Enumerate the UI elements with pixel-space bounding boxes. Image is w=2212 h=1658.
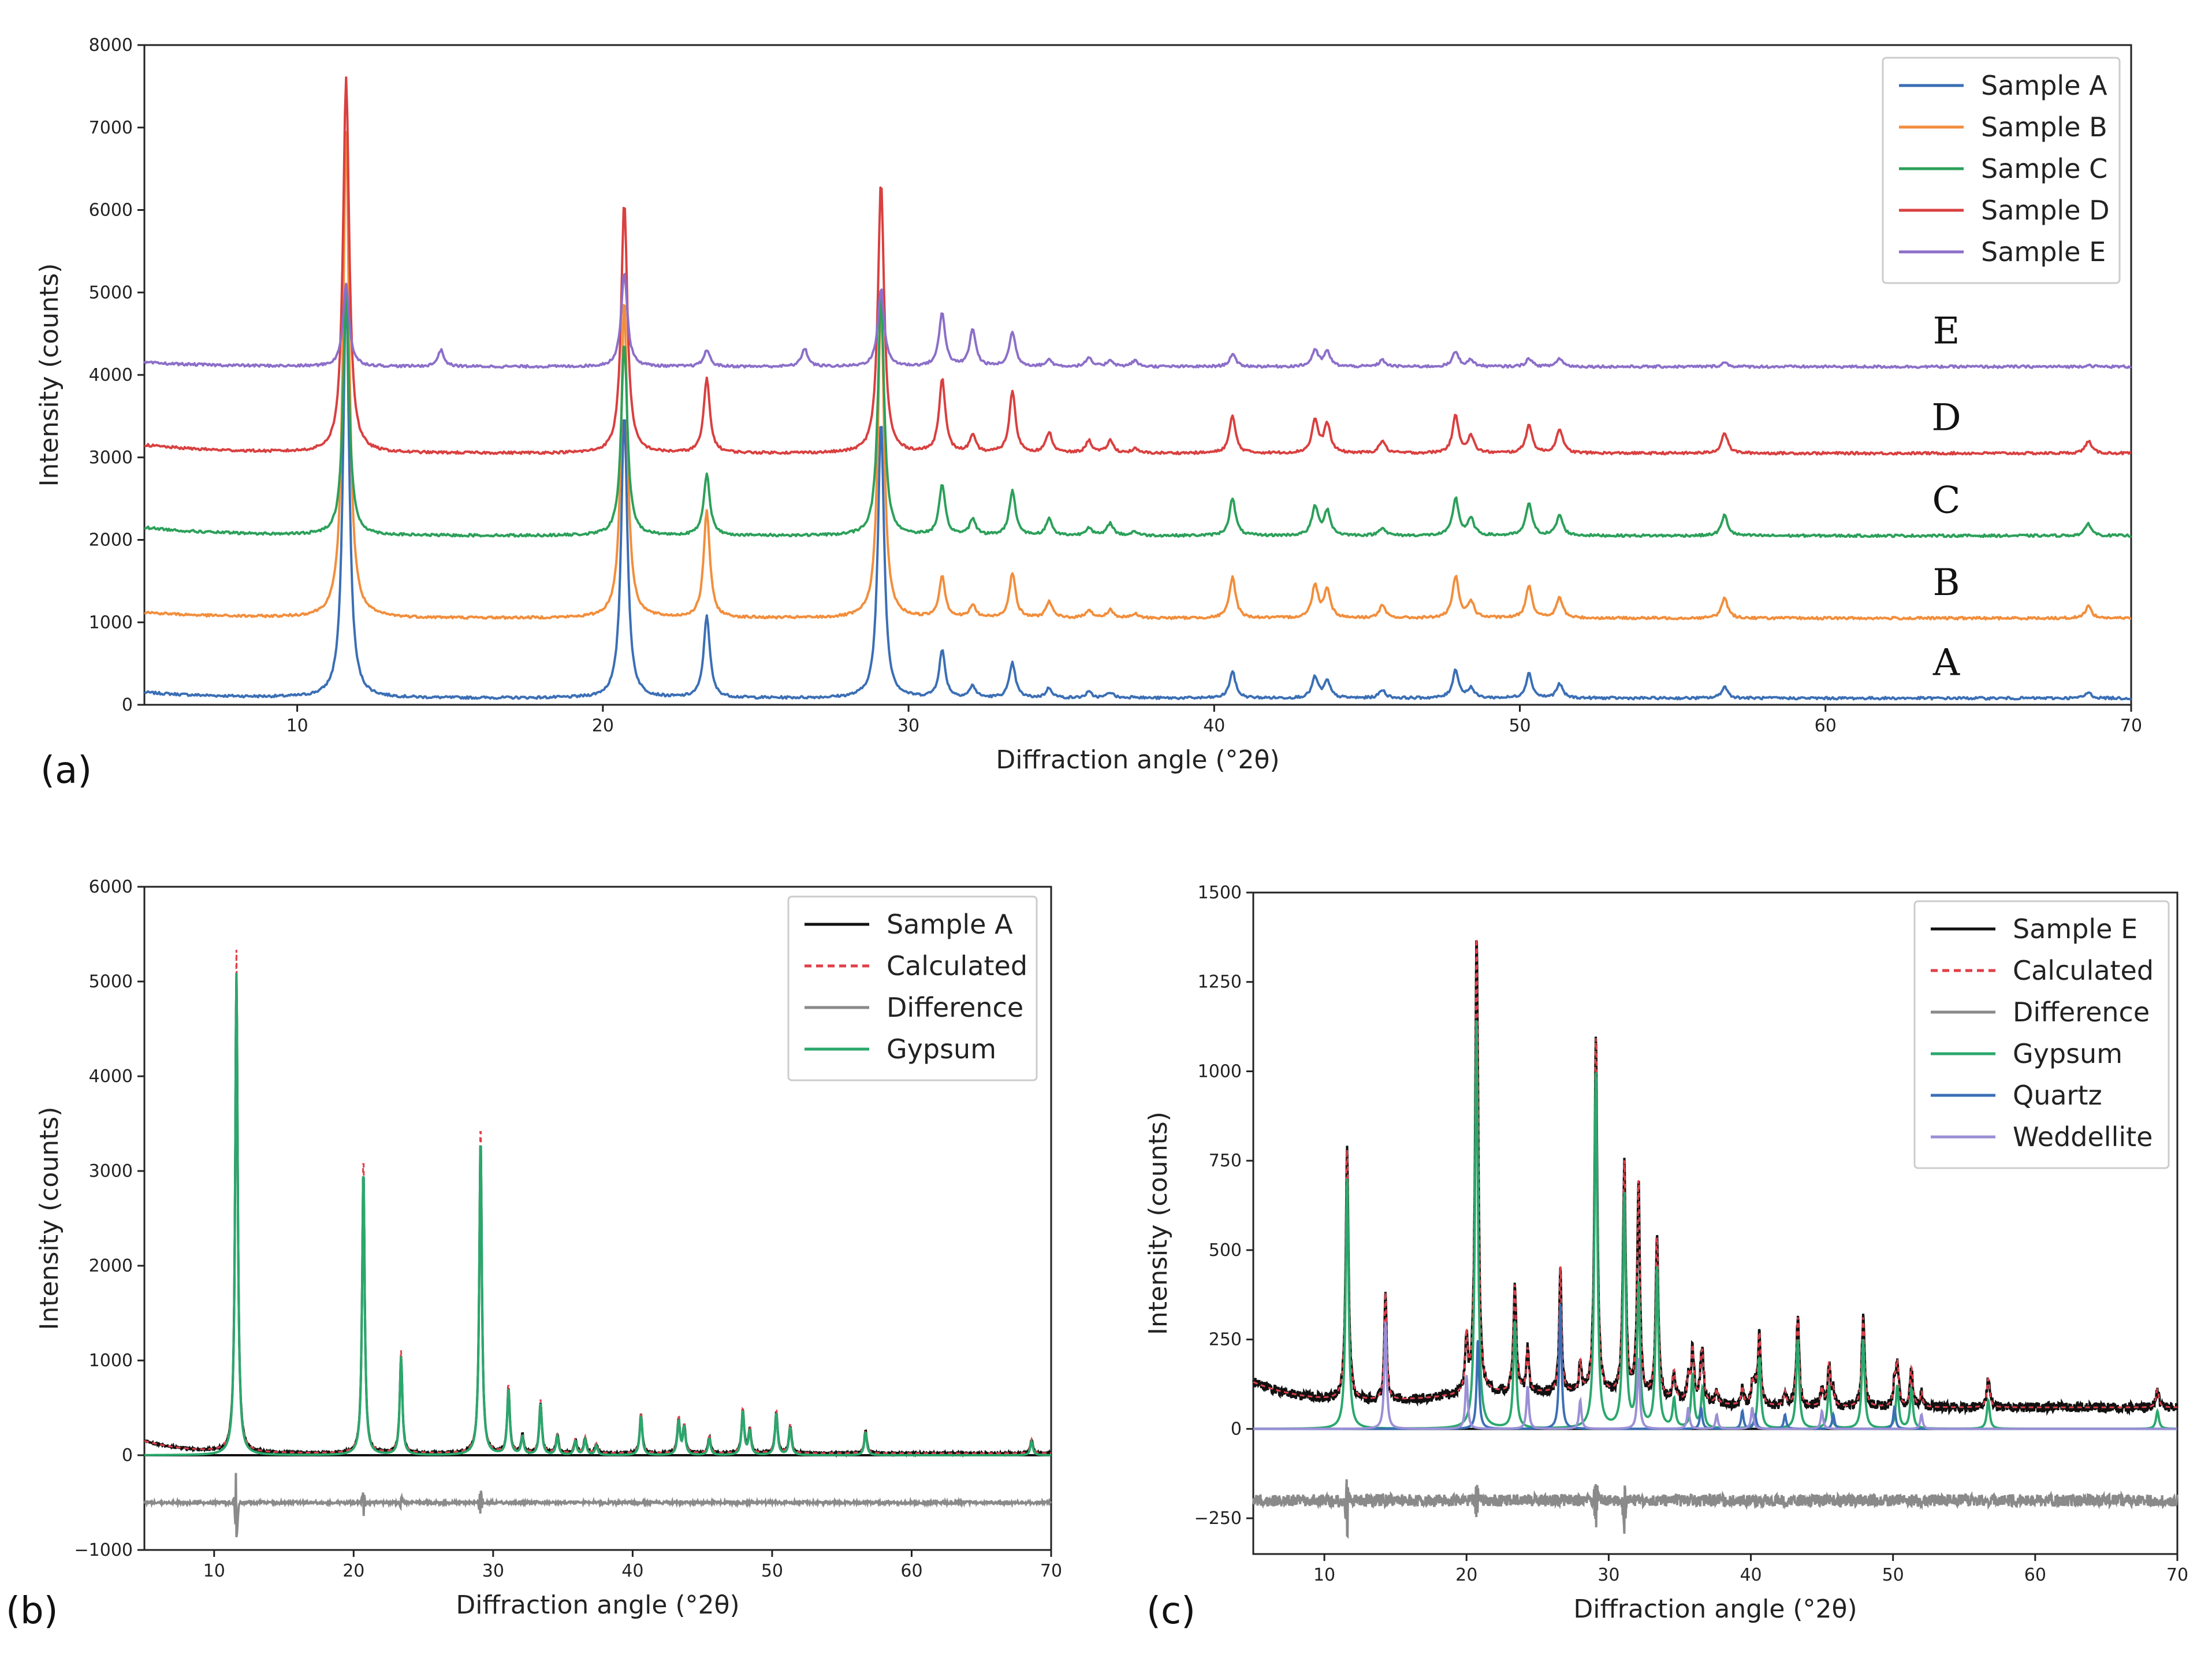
panel-c-calculated-line — [1253, 939, 2177, 1408]
panel-b-x-tick-label: 50 — [761, 1561, 783, 1581]
panel-a-y-tick-label: 0 — [122, 695, 133, 715]
panel-c-x-tick-label: 40 — [1740, 1565, 1762, 1585]
panel-a-x-tick-label: 50 — [1509, 716, 1530, 736]
panel-b-x-axis-title: Diffraction angle (°2θ) — [456, 1590, 739, 1620]
panel-a-y-tick-label: 7000 — [89, 118, 133, 138]
panel-a-y-tick-label: 2000 — [89, 530, 133, 551]
panel-c-weddellite-line — [1253, 1321, 2177, 1430]
panel-c-x-tick-label: 70 — [2166, 1565, 2188, 1585]
panel-c-observed-line — [1252, 940, 2179, 1417]
panel-b-legend-label: Sample A — [887, 909, 1013, 940]
panel-a-y-axis-title: Intensity (counts) — [35, 263, 64, 487]
panel-a-series-C — [144, 294, 2132, 538]
panel-a-trace-label-D: D — [1931, 397, 1961, 440]
panel-c-y-tick-label: 750 — [1209, 1151, 1242, 1171]
panel-a-x-tick-label: 40 — [1203, 716, 1225, 736]
panel-a-legend-label: Sample B — [1981, 111, 2107, 143]
panel-a-y-tick-label: 6000 — [89, 200, 133, 221]
panel-a-series-A — [143, 286, 2132, 701]
panel-c-legend-label: Sample E — [2013, 913, 2137, 945]
panel-b-y-tick-label: 4000 — [89, 1066, 133, 1087]
panel-c-plot-frame — [1252, 891, 2179, 1555]
panel-a-legend-label: Sample A — [1981, 70, 2107, 101]
panel-c-y-tick-label: 1500 — [1198, 883, 1242, 903]
panel-b: 10 20 30 40 50 60 70 −1000 0 1000 2000 3000 4000 5000… — [6, 877, 1062, 1633]
panel-a: 10 20 30 40 50 60 70 0 1000 2000 3000 4000 5000 6000 7… — [35, 35, 2142, 792]
panel-a-y-tick-label: 3000 — [89, 448, 133, 468]
panel-c-y-axis-title: Intensity (counts) — [1144, 1111, 1173, 1335]
panel-a-x-tick-label: 60 — [1815, 716, 1837, 736]
panel-a-y-tick-label: 8000 — [89, 35, 133, 55]
panel-c-x-tick-label: 50 — [1882, 1565, 1904, 1585]
panel-b-label: (b) — [6, 1590, 58, 1633]
panel-b-y-tick-label: −1000 — [75, 1540, 133, 1560]
panel-c-x-tick-label: 60 — [2024, 1565, 2046, 1585]
panel-b-y-tick-label: 3000 — [89, 1161, 133, 1181]
panel-b-x-tick-label: 20 — [342, 1561, 364, 1581]
panel-c-legend-box — [1913, 900, 2170, 1169]
panel-a-series-D — [144, 76, 2132, 456]
panel-a-series-B — [144, 131, 2131, 621]
panel-a-legend-box — [1882, 57, 2121, 284]
panel-a-trace-label-B: B — [1932, 562, 1960, 604]
panel-a-legend-label: Sample D — [1981, 195, 2110, 226]
panel-a-x-tick-label: 30 — [898, 716, 919, 736]
panel-b-x-tick-label: 10 — [203, 1561, 225, 1581]
panel-b-y-tick-label: 0 — [122, 1445, 133, 1466]
panel-b-difference-line — [143, 1473, 1052, 1538]
panel-c-legend-label: Gypsum — [2013, 1038, 2122, 1069]
panel-b-x-tick-label: 30 — [482, 1561, 504, 1581]
panel-a-trace-label-A: A — [1932, 642, 1960, 685]
panel-b-x-tick-label: 40 — [621, 1561, 643, 1581]
panel-c-legend-label: Difference — [2013, 997, 2150, 1028]
panel-a-label: (a) — [40, 749, 92, 792]
panel-b-legend-label: Difference — [887, 992, 1023, 1023]
panel-a-plot-frame — [143, 44, 2132, 706]
panel-c-y-tick-label: 0 — [1231, 1419, 1242, 1439]
panel-c-difference-line — [1252, 1479, 2179, 1539]
panel-c-x-tick-label: 10 — [1313, 1565, 1335, 1585]
panel-b-legend-label: Gypsum — [887, 1034, 996, 1065]
panel-a-x-tick-label: 70 — [2120, 716, 2142, 736]
panel-a-y-tick-label: 5000 — [89, 282, 133, 303]
panel-c: 10 20 30 40 50 60 70 −250 0 250 500 750 1000 1250 1500… — [1144, 883, 2188, 1633]
panel-a-x-tick-label: 20 — [592, 716, 614, 736]
panel-c-legend-label: Calculated — [2013, 955, 2154, 986]
panel-c-y-tick-label: 500 — [1209, 1240, 1242, 1261]
panel-a-x-axis-title: Diffraction angle (°2θ) — [996, 745, 1279, 775]
panel-a-series-E — [143, 273, 2132, 369]
panel-c-x-axis-title: Diffraction angle (°2θ) — [1573, 1594, 1857, 1624]
panel-b-y-tick-label: 5000 — [89, 972, 133, 992]
panel-a-trace-label-C: C — [1932, 479, 1961, 522]
panel-c-legend-label: Quartz — [2013, 1080, 2102, 1111]
panel-b-y-tick-label: 2000 — [89, 1256, 133, 1276]
panel-c-y-tick-label: 250 — [1209, 1330, 1242, 1350]
panel-a-legend-label: Sample E — [1981, 236, 2106, 267]
panel-b-x-tick-label: 70 — [1040, 1561, 1062, 1581]
panel-a-y-tick-label: 1000 — [89, 612, 133, 633]
panel-b-plot-frame — [143, 886, 1052, 1551]
panel-c-legend-label: Weddellite — [2013, 1121, 2153, 1153]
panel-a-trace-label-E: E — [1933, 310, 1960, 353]
panel-b-y-tick-label: 1000 — [89, 1351, 133, 1371]
panel-b-y-tick-label: 6000 — [89, 877, 133, 897]
panel-a-x-tick-label: 10 — [286, 716, 308, 736]
panel-c-x-tick-label: 20 — [1455, 1565, 1477, 1585]
panel-c-x-tick-label: 30 — [1597, 1565, 1619, 1585]
panel-c-y-tick-label: 1000 — [1198, 1061, 1242, 1081]
panel-b-y-axis-title: Intensity (counts) — [35, 1107, 64, 1330]
panel-b-gypsum-line — [144, 973, 1051, 1456]
panel-b-legend-box — [787, 895, 1038, 1081]
panel-c-y-tick-label: 1250 — [1198, 972, 1242, 992]
panel-b-x-tick-label: 60 — [900, 1561, 922, 1581]
panel-b-legend-label: Calculated — [887, 950, 1027, 982]
panel-a-legend-label: Sample C — [1981, 153, 2107, 184]
panel-c-y-tick-label: −250 — [1194, 1508, 1242, 1529]
panel-c-label: (c) — [1146, 1590, 1196, 1633]
panel-a-y-tick-label: 4000 — [89, 365, 133, 385]
